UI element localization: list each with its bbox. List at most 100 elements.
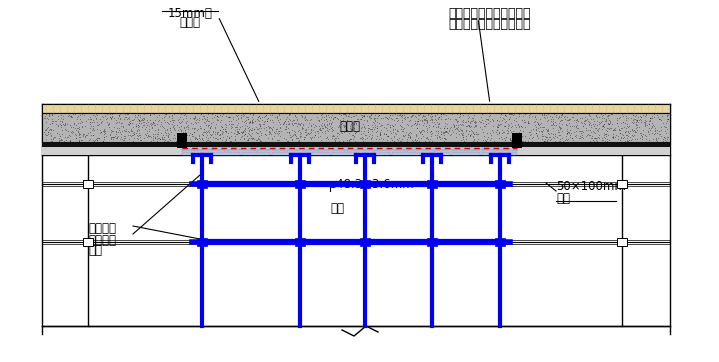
Point — [519, 138, 531, 144]
Point — [226, 129, 237, 135]
Point — [334, 122, 345, 128]
Point — [560, 136, 572, 142]
Point — [600, 117, 611, 123]
Point — [539, 125, 550, 130]
Point — [536, 133, 548, 139]
Point — [583, 119, 595, 125]
Point — [267, 136, 278, 142]
Point — [602, 132, 613, 138]
Point — [271, 138, 283, 143]
Point — [205, 139, 216, 144]
Point — [255, 132, 267, 138]
Point — [284, 111, 296, 117]
Point — [98, 136, 109, 142]
Point — [212, 117, 224, 123]
Point — [454, 126, 466, 132]
Point — [362, 129, 374, 135]
Point — [88, 126, 99, 131]
Point — [384, 122, 395, 128]
Point — [40, 132, 52, 138]
Point — [439, 132, 450, 138]
Point — [577, 123, 589, 129]
Point — [539, 133, 551, 139]
Point — [239, 125, 251, 131]
Point — [244, 119, 256, 125]
Point — [243, 135, 255, 141]
Point — [162, 120, 174, 126]
Point — [249, 126, 260, 132]
Point — [287, 122, 298, 127]
Point — [238, 127, 249, 132]
Point — [393, 137, 404, 143]
Point — [524, 111, 536, 117]
Point — [575, 128, 587, 134]
Point — [380, 114, 391, 119]
Point — [628, 121, 639, 126]
Point — [114, 112, 125, 118]
Point — [161, 126, 173, 131]
Point — [87, 137, 99, 143]
Point — [500, 123, 511, 129]
Point — [161, 119, 173, 125]
Point — [649, 128, 661, 134]
Point — [116, 123, 127, 129]
Point — [606, 111, 618, 117]
Point — [280, 136, 291, 142]
Point — [46, 120, 58, 126]
Point — [46, 117, 58, 122]
Point — [189, 135, 201, 141]
Point — [149, 135, 160, 141]
Point — [151, 131, 162, 137]
Point — [441, 125, 452, 131]
Point — [556, 128, 567, 134]
Point — [542, 117, 554, 123]
Point — [628, 119, 640, 125]
Point — [215, 123, 226, 129]
Point — [599, 111, 610, 117]
Point — [134, 134, 146, 140]
Point — [245, 135, 257, 140]
Point — [240, 120, 252, 126]
Point — [418, 128, 429, 134]
Point — [481, 117, 493, 122]
Point — [113, 127, 124, 133]
Point — [420, 117, 431, 122]
Bar — [360, 238, 370, 246]
Point — [186, 133, 198, 139]
Point — [485, 112, 496, 118]
Bar — [452, 153, 480, 155]
Point — [633, 117, 645, 123]
Point — [603, 121, 615, 127]
Point — [282, 118, 293, 124]
Point — [236, 129, 247, 135]
Point — [319, 114, 330, 119]
Point — [229, 136, 240, 142]
Point — [114, 119, 125, 125]
Point — [385, 115, 397, 121]
Point — [140, 120, 152, 126]
Point — [344, 123, 355, 129]
Point — [293, 127, 304, 133]
Point — [626, 136, 637, 142]
Point — [503, 123, 515, 129]
Point — [398, 126, 409, 132]
Point — [113, 115, 124, 121]
Point — [366, 132, 377, 138]
Point — [446, 127, 458, 132]
Point — [284, 117, 296, 123]
Point — [417, 127, 429, 133]
Point — [189, 113, 201, 119]
Point — [180, 120, 192, 126]
Point — [619, 129, 631, 135]
Point — [405, 113, 416, 119]
Point — [50, 121, 62, 126]
Point — [151, 136, 162, 142]
Point — [101, 119, 113, 125]
Point — [247, 120, 258, 126]
Point — [197, 132, 209, 138]
Point — [411, 120, 423, 126]
Point — [297, 114, 308, 120]
Point — [436, 131, 447, 137]
Point — [216, 130, 228, 136]
Point — [379, 124, 390, 130]
